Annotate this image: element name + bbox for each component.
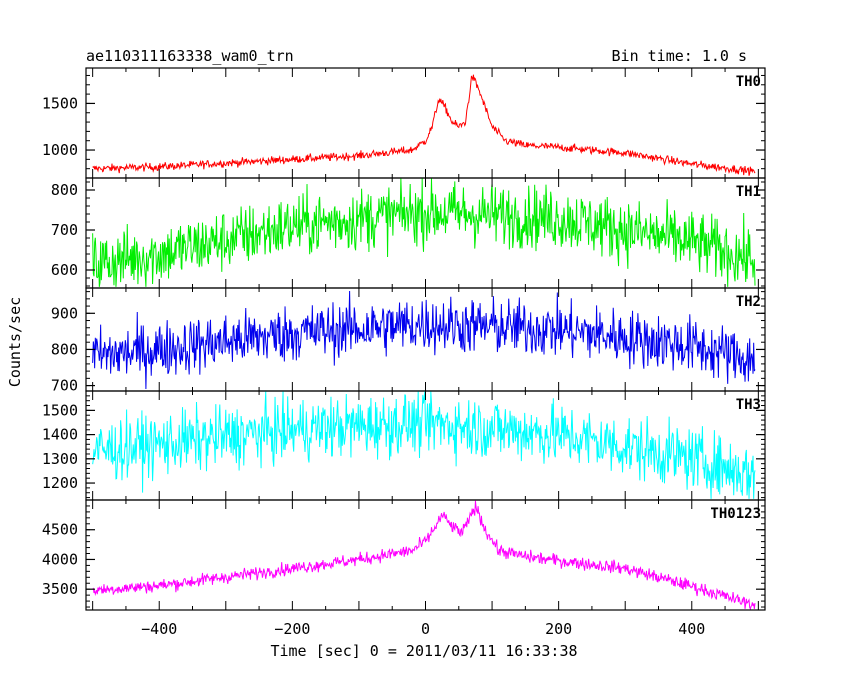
panel-frame (85, 67, 766, 179)
y-tick-label: 4000 (42, 550, 78, 568)
y-tick-label: 800 (51, 340, 78, 358)
y-tick-label: 800 (51, 181, 78, 199)
x-tick-label: −400 (141, 620, 177, 638)
y-tick-label: 4500 (42, 521, 78, 539)
y-tick-label: 700 (51, 221, 78, 239)
panel-frame (85, 499, 766, 611)
panel-th1: 600 700 800 TH1 (51, 177, 766, 289)
series-line-th2 (92, 291, 756, 389)
y-tick-label: 1500 (42, 94, 78, 112)
panel-label: TH0123 (710, 506, 761, 522)
x-tick-label: 200 (545, 620, 572, 638)
y-tick-label: 700 (51, 377, 78, 395)
panel-label: TH1 (736, 184, 761, 200)
y-tick-label: 1000 (42, 141, 78, 159)
panel-label: TH3 (736, 397, 761, 413)
series-line-th0 (92, 74, 756, 176)
y-tick-label: 1500 (42, 401, 78, 419)
panel-th0: 1000 1500 TH0 (42, 67, 766, 179)
y-tick-label: 900 (51, 304, 78, 322)
y-tick-label: 1300 (42, 450, 78, 468)
series-line-th0123 (92, 500, 756, 611)
panel-th2: 700 800 900 TH2 (51, 287, 766, 395)
chart-title: ae110311163338_wam0_trn (86, 47, 294, 65)
bin-time-label: Bin time: 1.0 s (612, 47, 747, 65)
x-tick-label: 0 (421, 620, 430, 638)
series-line-th1 (92, 178, 756, 287)
panel-th0123: 3500 4000 4500 TH0123 (42, 499, 766, 611)
x-axis-label: Time [sec] 0 = 2011/03/11 16:33:38 (270, 642, 577, 660)
x-tick-label: 400 (678, 620, 705, 638)
y-axis-label: Counts/sec (6, 297, 24, 387)
x-axis: −400 −200 0 200 400 (141, 620, 705, 638)
y-tick-label: 600 (51, 261, 78, 279)
panel-label: TH2 (736, 294, 761, 310)
x-tick-label: −200 (274, 620, 310, 638)
series-line-th3 (92, 391, 756, 499)
panel-label: TH0 (736, 74, 761, 90)
y-tick-label: 1200 (42, 474, 78, 492)
y-tick-label: 1400 (42, 426, 78, 444)
panel-th3: 1200 1300 1400 1500 TH3 (42, 390, 766, 501)
y-tick-label: 3500 (42, 580, 78, 598)
